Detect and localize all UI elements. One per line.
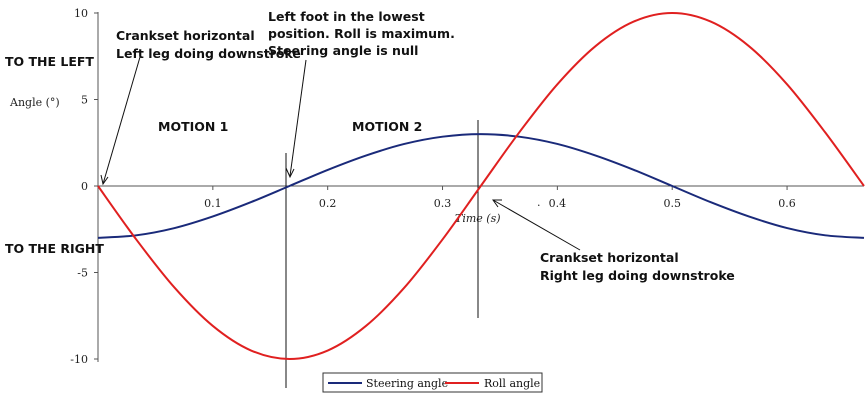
annotation-crank-right-2: Right leg doing downstroke — [540, 268, 735, 283]
x-tick-label: 0.6 — [778, 197, 796, 210]
annotation-foot-2: position. Roll is maximum. — [268, 26, 455, 41]
y-axis-label: Angle (°) — [9, 96, 60, 109]
legend: Steering angle Roll angle — [322, 372, 543, 393]
stray-dot: . — [537, 196, 541, 209]
x-ticks: 0.1 0.2 0.3 0.4 0.5 0.6 — [204, 186, 796, 210]
x-tick-label: 0.4 — [549, 197, 567, 210]
annotation-crank-left-2: Left leg doing downstroke — [116, 46, 301, 61]
y-tick-label: 5 — [81, 94, 88, 107]
legend-label-steering: Steering angle — [366, 377, 448, 390]
x-tick-label: 0.2 — [319, 197, 337, 210]
series-lines — [97, 11, 865, 361]
annotation-crank-right-1: Crankset horizontal — [540, 250, 679, 265]
annotation-crank-left-1: Crankset horizontal — [116, 28, 255, 43]
x-tick-label: 0.1 — [204, 197, 222, 210]
y-tick-label: -5 — [77, 267, 88, 280]
series-line-roll-angle — [97, 11, 865, 361]
y-ticks: 10 5 0 -5 -10 — [70, 7, 98, 366]
annotation-foot-3: Steering angle is null — [268, 43, 418, 58]
y-tick-label: -10 — [70, 353, 88, 366]
arrow-crank-right — [492, 199, 581, 251]
legend-box — [322, 372, 543, 393]
x-tick-label: 0.3 — [434, 197, 452, 210]
y-tick-label: 10 — [74, 7, 88, 20]
series-line-steering-angle — [97, 133, 865, 239]
y-tick-label: 0 — [81, 180, 88, 193]
annotation-to-right: TO THE RIGHT — [5, 241, 104, 256]
x-tick-label: 0.5 — [663, 197, 681, 210]
annotation-motion-1: MOTION 1 — [158, 119, 228, 134]
annotation-motion-2: MOTION 2 — [352, 119, 422, 134]
annotation-foot-1: Left foot in the lowest — [268, 9, 425, 24]
legend-label-roll: Roll angle — [484, 377, 540, 390]
arrow-crank-left — [100, 56, 141, 186]
arrow-foot-lowest — [285, 59, 307, 179]
annotation-to-left: TO THE LEFT — [5, 54, 94, 69]
